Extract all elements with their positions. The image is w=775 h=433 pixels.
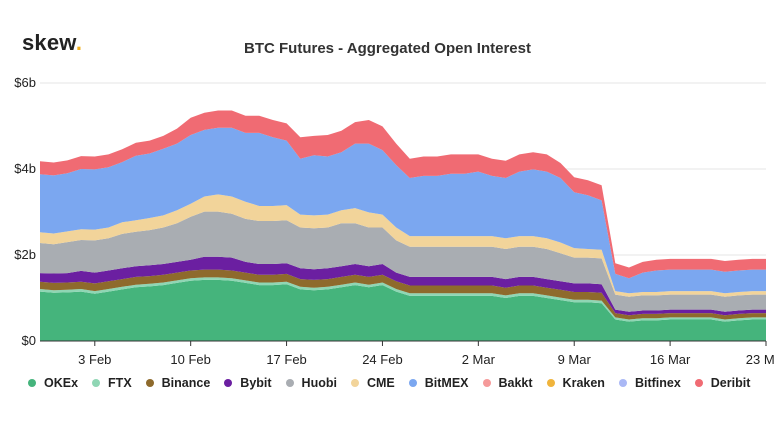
legend-label: Bitfinex bbox=[634, 376, 681, 390]
x-tick-label: 3 Feb bbox=[78, 352, 111, 367]
legend-swatch bbox=[92, 379, 101, 387]
x-tick-label: 2 Mar bbox=[462, 352, 496, 367]
legend-item-bybit[interactable]: Bybit bbox=[224, 376, 272, 390]
logo-dot: . bbox=[75, 30, 83, 55]
x-tick-label: 16 Mar bbox=[650, 352, 691, 367]
legend-item-binance[interactable]: Binance bbox=[145, 376, 211, 390]
legend-item-kraken[interactable]: Kraken bbox=[546, 376, 605, 390]
area-huobi bbox=[40, 211, 766, 312]
legend-label: CME bbox=[366, 376, 395, 390]
legend-item-cme[interactable]: CME bbox=[350, 376, 395, 390]
legend-swatch bbox=[618, 379, 627, 387]
x-tick-label: 10 Feb bbox=[170, 352, 210, 367]
skew-logo: skew. bbox=[22, 30, 82, 56]
legend-item-okex[interactable]: OKEx bbox=[28, 376, 78, 390]
legend-swatch bbox=[28, 379, 36, 387]
area-series bbox=[40, 110, 766, 341]
y-tick-label: $2b bbox=[14, 247, 36, 262]
legend-item-bitmex[interactable]: BitMEX bbox=[408, 376, 469, 390]
legend-swatch bbox=[224, 379, 233, 387]
x-tick-label: 24 Feb bbox=[362, 352, 402, 367]
legend-swatch bbox=[285, 379, 294, 387]
x-tick-label: 17 Feb bbox=[266, 352, 306, 367]
legend-swatch bbox=[145, 379, 154, 387]
legend-item-bitfinex[interactable]: Bitfinex bbox=[618, 376, 681, 390]
chart-title: BTC Futures - Aggregated Open Interest bbox=[244, 40, 531, 57]
legend-label: Bakkt bbox=[498, 376, 533, 390]
legend-swatch bbox=[546, 379, 555, 387]
area-bitmex bbox=[40, 127, 766, 294]
legend-item-ftx[interactable]: FTX bbox=[92, 376, 132, 390]
y-tick-label: $4b bbox=[14, 161, 36, 176]
x-tick-label: 9 Mar bbox=[558, 352, 592, 367]
legend: OKEx FTX Binance Bybit Huobi CME BitMEX Bakkt Kr… bbox=[28, 376, 768, 390]
legend-item-deribit[interactable]: Deribit bbox=[694, 376, 751, 390]
legend-item-bakkt[interactable]: Bakkt bbox=[482, 376, 533, 390]
y-tick-label: $0 bbox=[22, 333, 36, 348]
legend-swatch bbox=[694, 379, 703, 387]
legend-label: OKEx bbox=[44, 376, 79, 390]
legend-label: Deribit bbox=[710, 376, 751, 390]
legend-label: BitMEX bbox=[424, 376, 469, 390]
area-deribit bbox=[40, 110, 766, 279]
axes: $0 $2b $4b $6b 3 Feb 10 Feb 17 Feb 24 Feb 2 Mar 9… bbox=[14, 75, 775, 367]
logo-text: skew bbox=[22, 30, 76, 55]
legend-swatch bbox=[482, 379, 491, 387]
legend-label: Binance bbox=[161, 376, 211, 390]
y-tick-label: $6b bbox=[14, 75, 36, 90]
legend-label: Huobi bbox=[301, 376, 337, 390]
area-okex bbox=[40, 279, 766, 341]
legend-label: Bybit bbox=[240, 376, 272, 390]
legend-item-huobi[interactable]: Huobi bbox=[285, 376, 337, 390]
legend-label: Kraken bbox=[562, 376, 605, 390]
area-binance bbox=[40, 269, 766, 320]
x-tick-label: 23 Mar bbox=[746, 352, 775, 367]
legend-label: FTX bbox=[108, 376, 132, 390]
legend-swatch bbox=[350, 379, 359, 387]
legend-swatch bbox=[408, 379, 417, 387]
